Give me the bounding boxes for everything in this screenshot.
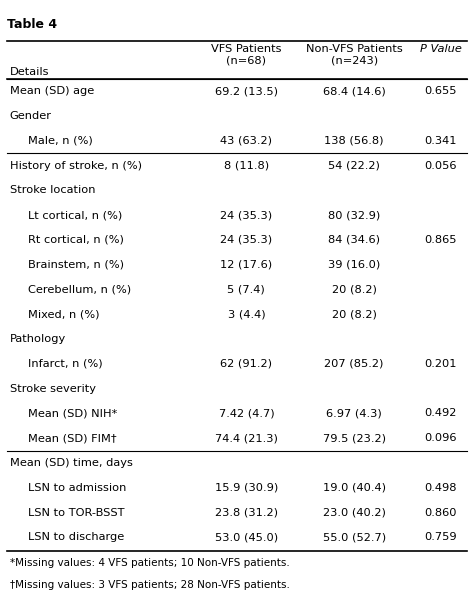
Text: 207 (85.2): 207 (85.2)	[324, 359, 384, 369]
Text: Gender: Gender	[10, 111, 52, 121]
Text: 0.341: 0.341	[425, 136, 457, 146]
Text: 20 (8.2): 20 (8.2)	[332, 284, 376, 294]
Text: 15.9 (30.9): 15.9 (30.9)	[215, 483, 278, 493]
Text: 24 (35.3): 24 (35.3)	[220, 235, 273, 245]
Text: Brainstem, n (%): Brainstem, n (%)	[27, 260, 124, 270]
Text: 12 (17.6): 12 (17.6)	[220, 260, 273, 270]
Text: Pathology: Pathology	[10, 334, 66, 344]
Text: LSN to admission: LSN to admission	[27, 483, 126, 493]
Text: Cerebellum, n (%): Cerebellum, n (%)	[27, 284, 131, 294]
Text: Stroke location: Stroke location	[10, 185, 95, 195]
Text: Details: Details	[10, 67, 49, 76]
Text: 54 (22.2): 54 (22.2)	[328, 161, 380, 170]
Text: 19.0 (40.4): 19.0 (40.4)	[323, 483, 386, 493]
Text: 68.4 (14.6): 68.4 (14.6)	[323, 86, 385, 97]
Text: 79.5 (23.2): 79.5 (23.2)	[323, 433, 386, 443]
Text: 0.498: 0.498	[425, 483, 457, 493]
Text: 0.655: 0.655	[425, 86, 457, 97]
Text: 138 (56.8): 138 (56.8)	[324, 136, 384, 146]
Text: 0.865: 0.865	[425, 235, 457, 245]
Text: 0.759: 0.759	[424, 532, 457, 542]
Text: P Value: P Value	[420, 44, 462, 54]
Text: VFS Patients
(n=68): VFS Patients (n=68)	[211, 44, 282, 66]
Text: 20 (8.2): 20 (8.2)	[332, 309, 376, 319]
Text: 53.0 (45.0): 53.0 (45.0)	[215, 532, 278, 542]
Text: Lt cortical, n (%): Lt cortical, n (%)	[27, 210, 122, 220]
Text: 23.8 (31.2): 23.8 (31.2)	[215, 508, 278, 517]
Text: Mean (SD) time, days: Mean (SD) time, days	[10, 458, 133, 468]
Text: 0.201: 0.201	[425, 359, 457, 369]
Text: History of stroke, n (%): History of stroke, n (%)	[10, 161, 142, 170]
Text: 5 (7.4): 5 (7.4)	[228, 284, 265, 294]
Text: LSN to discharge: LSN to discharge	[27, 532, 124, 542]
Text: Mean (SD) age: Mean (SD) age	[10, 86, 94, 97]
Text: Mixed, n (%): Mixed, n (%)	[27, 309, 99, 319]
Text: *Missing values: 4 VFS patients; 10 Non-VFS patients.: *Missing values: 4 VFS patients; 10 Non-…	[10, 558, 290, 568]
Text: 23.0 (40.2): 23.0 (40.2)	[323, 508, 385, 517]
Text: Mean (SD) FIM†: Mean (SD) FIM†	[27, 433, 116, 443]
Text: 39 (16.0): 39 (16.0)	[328, 260, 380, 270]
Text: 84 (34.6): 84 (34.6)	[328, 235, 380, 245]
Text: 0.096: 0.096	[425, 433, 457, 443]
Text: 0.056: 0.056	[425, 161, 457, 170]
Text: Infarct, n (%): Infarct, n (%)	[27, 359, 102, 369]
Text: 80 (32.9): 80 (32.9)	[328, 210, 380, 220]
Text: 24 (35.3): 24 (35.3)	[220, 210, 273, 220]
Text: 69.2 (13.5): 69.2 (13.5)	[215, 86, 278, 97]
Text: 3 (4.4): 3 (4.4)	[228, 309, 265, 319]
Text: †Missing values: 3 VFS patients; 28 Non-VFS patients.: †Missing values: 3 VFS patients; 28 Non-…	[10, 581, 290, 591]
Text: 7.42 (4.7): 7.42 (4.7)	[219, 408, 274, 418]
Text: 0.860: 0.860	[425, 508, 457, 517]
Text: Table 4: Table 4	[8, 17, 57, 30]
Text: LSN to TOR-BSST: LSN to TOR-BSST	[27, 508, 124, 517]
Text: 0.492: 0.492	[425, 408, 457, 418]
Text: 43 (63.2): 43 (63.2)	[220, 136, 273, 146]
Text: Mean (SD) NIH*: Mean (SD) NIH*	[27, 408, 117, 418]
Text: Rt cortical, n (%): Rt cortical, n (%)	[27, 235, 124, 245]
Text: 74.4 (21.3): 74.4 (21.3)	[215, 433, 278, 443]
Text: 55.0 (52.7): 55.0 (52.7)	[322, 532, 386, 542]
Text: Male, n (%): Male, n (%)	[27, 136, 92, 146]
Text: Non-VFS Patients
(n=243): Non-VFS Patients (n=243)	[306, 44, 402, 66]
Text: 8 (11.8): 8 (11.8)	[224, 161, 269, 170]
Text: 62 (91.2): 62 (91.2)	[220, 359, 273, 369]
Text: 6.97 (4.3): 6.97 (4.3)	[326, 408, 382, 418]
Text: Stroke severity: Stroke severity	[10, 384, 96, 394]
